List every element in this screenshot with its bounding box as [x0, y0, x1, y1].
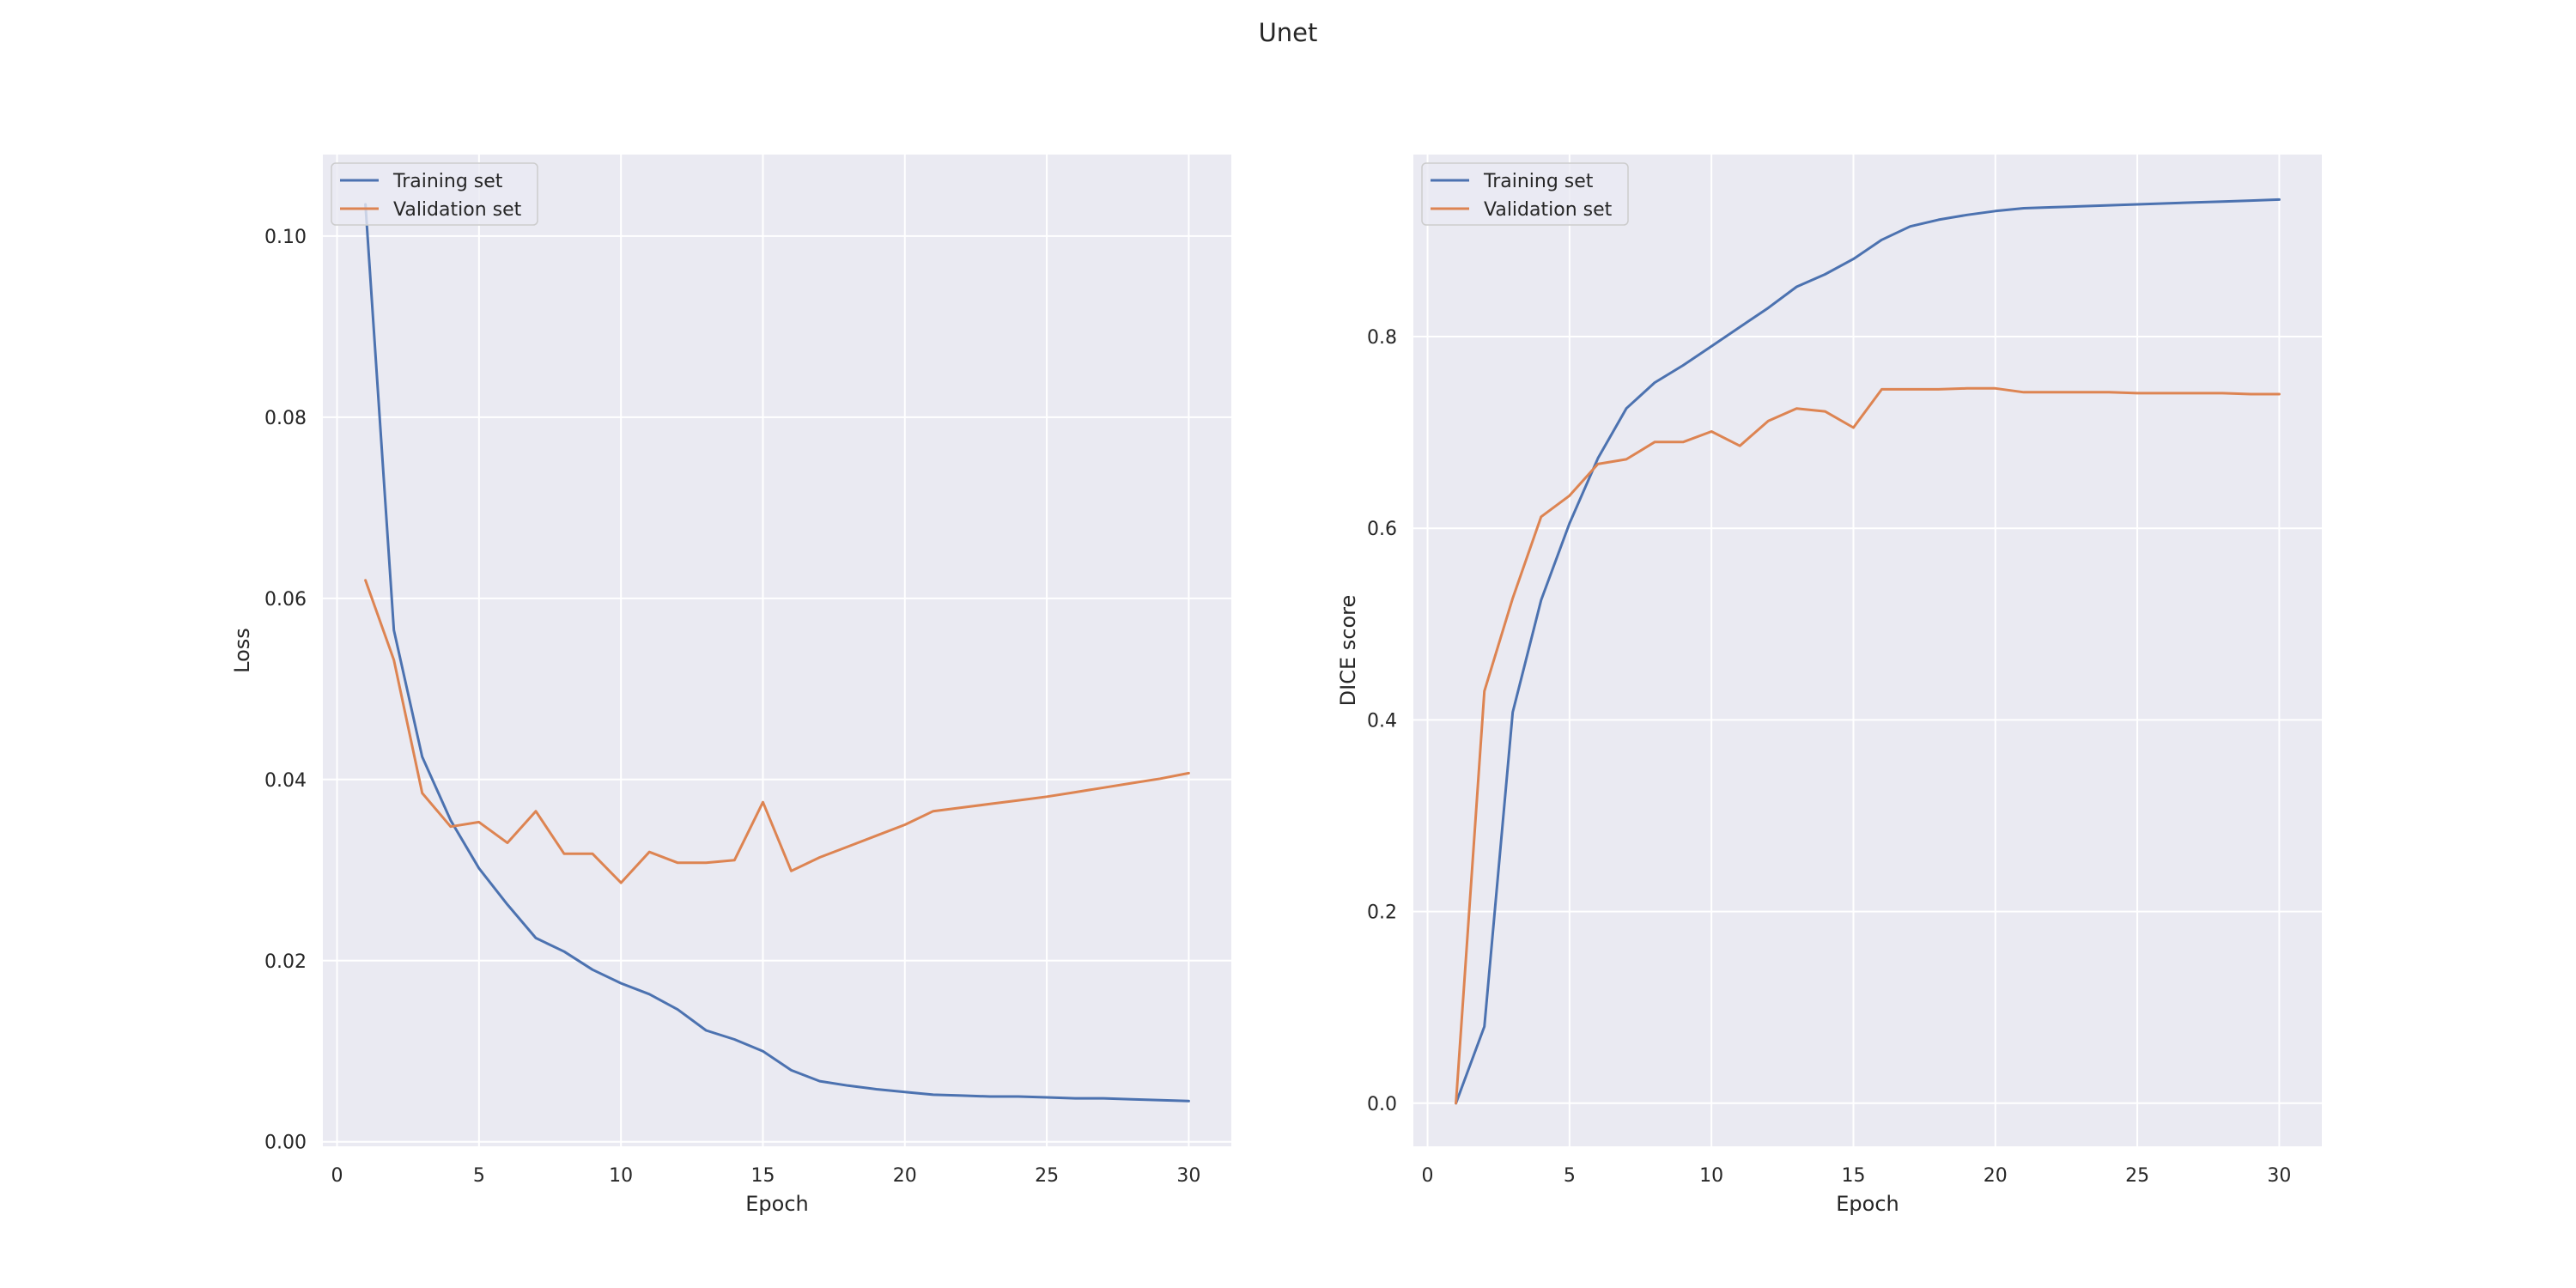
x-axis-label: Epoch	[745, 1192, 809, 1216]
x-tick-label: 25	[1035, 1165, 1059, 1187]
y-tick-label: 0.8	[1367, 327, 1397, 349]
validation-series-line	[364, 579, 1190, 884]
y-tick-label: 0.10	[264, 227, 307, 248]
y-tick-label: 0.04	[264, 770, 307, 792]
validation-legend-label: Validation set	[393, 199, 522, 221]
validation-legend-label: Validation set	[1484, 199, 1613, 221]
loss-chart: 0 5 10 15 20 25 30 0.00 0.02 0.04 0.06 0.08 0.10 Epoc…	[230, 155, 1231, 1216]
x-tick-label: 25	[2125, 1165, 2149, 1187]
x-tick-label: 20	[893, 1165, 917, 1187]
y-axis-label: Loss	[230, 628, 254, 673]
x-tick-label: 5	[1564, 1165, 1576, 1187]
dice-chart: 0 5 10 15 20 25 30 0.0 0.2 0.4 0.6 0.8 Epoch DICE sco…	[1336, 155, 2322, 1216]
y-tick-label: 0.00	[264, 1133, 307, 1154]
legend-box	[331, 162, 538, 226]
y-tick-label: 0.4	[1367, 710, 1397, 732]
validation-series-line	[1455, 386, 2281, 1105]
y-tick-label: 0.06	[264, 589, 307, 611]
plot-area	[323, 155, 1231, 1146]
x-tick-label: 5	[473, 1165, 485, 1187]
y-axis-label: DICE score	[1336, 595, 1360, 707]
legend-box	[1421, 162, 1629, 226]
figure-title: Unet	[1259, 18, 1318, 47]
y-tick-label: 0.02	[264, 951, 307, 973]
x-tick-label: 30	[1176, 1165, 1200, 1187]
y-tick-label: 0.2	[1367, 902, 1397, 924]
x-tick-label: 0	[1422, 1165, 1434, 1187]
training-legend-label: Training set	[392, 171, 503, 192]
x-tick-label: 10	[609, 1165, 633, 1187]
training-series-line	[364, 203, 1190, 1103]
x-tick-label: 15	[1841, 1165, 1865, 1187]
y-tick-label: 0.6	[1367, 519, 1397, 540]
x-tick-label: 10	[1699, 1165, 1723, 1187]
x-axis-label: Epoch	[1836, 1192, 1899, 1216]
plot-area	[1413, 155, 2322, 1146]
x-tick-label: 0	[331, 1165, 343, 1187]
x-tick-label: 30	[2267, 1165, 2291, 1187]
x-tick-label: 20	[1984, 1165, 2008, 1187]
y-tick-label: 0.08	[264, 408, 307, 429]
training-legend-label: Training set	[1483, 171, 1594, 192]
x-tick-label: 15	[750, 1165, 775, 1187]
y-tick-label: 0.0	[1367, 1094, 1397, 1115]
